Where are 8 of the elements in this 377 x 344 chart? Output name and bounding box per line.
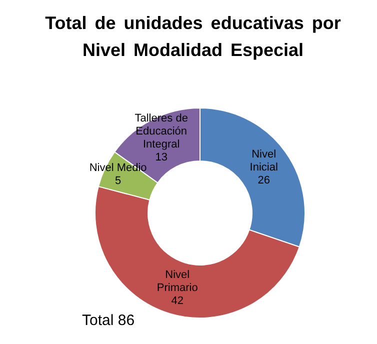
data-label: 13 <box>155 151 168 164</box>
data-label: 26 <box>258 174 270 186</box>
slice-label: Nivel Primario <box>156 269 198 294</box>
text: Total 86 <box>82 312 135 329</box>
data-label: 42 <box>171 295 184 308</box>
data-label: 5 <box>114 175 122 188</box>
slice-label: Nivel Inicial <box>250 148 278 174</box>
chart-title: Total de unidades educativas por Nivel Modalidad Especial <box>44 12 342 62</box>
